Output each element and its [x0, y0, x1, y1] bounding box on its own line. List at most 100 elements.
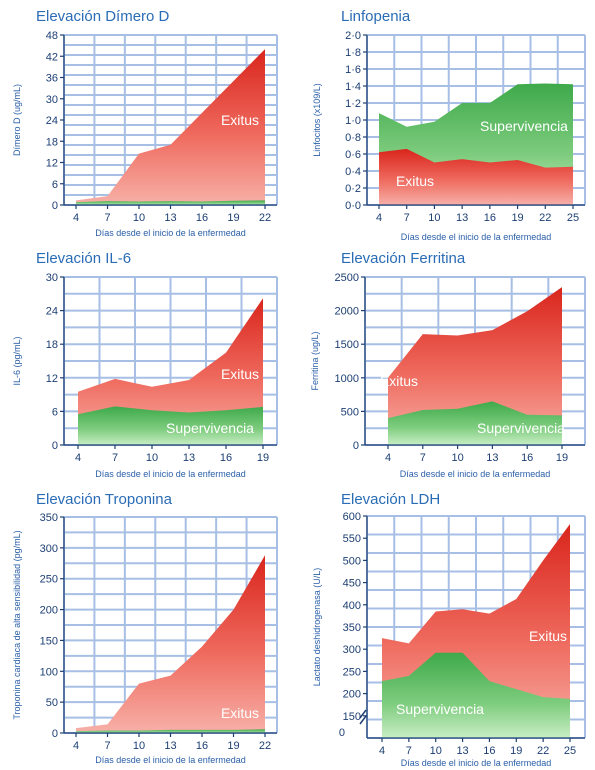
y-axis-label: Troponina cardiaca de alta sensibilidad … [12, 530, 22, 719]
x-tick-label: 7 [404, 212, 410, 224]
y-axis-label: Linfocitos (x109/L) [312, 83, 322, 157]
x-tick-label: 19 [257, 452, 269, 464]
chart-title: Elevación Ferritina [341, 250, 466, 267]
y-tick-label: 48 [46, 30, 58, 42]
x-tick-label: 7 [406, 745, 412, 757]
x-tick-label: 13 [164, 740, 176, 752]
x-tick-label: 13 [456, 745, 468, 757]
y-tick-label: 1500 [335, 339, 359, 351]
x-tick-label: 16 [483, 745, 495, 757]
y-tick-label: 150 [343, 711, 361, 723]
x-tick-label: 22 [539, 212, 551, 224]
y-tick-label: 100 [40, 666, 58, 678]
x-tick-label: 4 [376, 212, 382, 224]
y-tick-label: 300 [40, 543, 58, 555]
x-tick-label: 10 [428, 212, 440, 224]
y-tick-label: 2000 [335, 306, 359, 318]
series-label-supervivencia: Supervivencia [396, 701, 484, 717]
chart-title: Elevación LDH [341, 491, 440, 508]
area-exitus [76, 49, 265, 205]
y-tick-label: 0 [353, 440, 359, 452]
y-tick-label: 500 [341, 406, 359, 418]
x-tick-label: 13 [456, 212, 468, 224]
x-axis-label: Días desde el inicio de la enfermedad [95, 755, 246, 765]
x-axis-label: Días desde el inicio de la enfermedad [401, 232, 552, 242]
y-tick-label: 24 [46, 115, 58, 127]
y-tick-label: 30 [46, 94, 58, 106]
y-tick-label: 200 [343, 689, 361, 701]
y-tick-label: 6 [52, 179, 58, 191]
y-tick-label: 600 [343, 511, 361, 523]
y-tick-label: 350 [343, 622, 361, 634]
axis-break-mark [359, 709, 367, 719]
area-supervivencia [78, 406, 263, 445]
x-tick-label: 22 [537, 745, 549, 757]
series-label-exitus: Exitus [221, 705, 259, 721]
y-tick-label: 0 [52, 728, 58, 740]
x-tick-label: 4 [379, 745, 385, 757]
chart-panel-5: Exitus 0 50 100 150 200 250 300 350 4 7 10 13 16 19 22 E… [12, 491, 278, 765]
series-label-supervivencia: Supervivencia [477, 420, 565, 436]
series-label-exitus: Exitus [221, 112, 259, 128]
y-axis-label: Ferritina (ug/L) [310, 331, 320, 390]
chart-panel-4: Exitus Supervivencia 0 500 1000 1500 2000 2500 4… [310, 250, 586, 479]
x-tick-label: 25 [567, 212, 579, 224]
x-tick-label: 10 [430, 745, 442, 757]
x-tick-label: 16 [521, 452, 533, 464]
x-tick-label: 19 [227, 740, 239, 752]
x-tick-label: 7 [420, 452, 426, 464]
x-tick-label: 19 [511, 212, 523, 224]
x-tick-label: 10 [133, 740, 145, 752]
y-tick-label: 450 [343, 578, 361, 590]
x-tick-label: 16 [484, 212, 496, 224]
series-label-exitus: Exitus [396, 173, 434, 189]
y-tick-label: 30 [46, 272, 58, 284]
area-series-2 [76, 729, 265, 733]
y-tick-label: 1·8 [345, 47, 361, 59]
area-series-2 [76, 200, 265, 205]
chart-panel-1: Exitus 0 6 12 18 24 30 36 42 48 4 7 10 13 16 19 22 Elevac… [12, 8, 278, 238]
y-tick-label: 550 [343, 533, 361, 545]
y-tick-label: 400 [343, 600, 361, 612]
chart-title: Linfopenia [341, 8, 411, 25]
y-tick-label: 1·6 [345, 64, 361, 76]
y-tick-label: 250 [343, 666, 361, 678]
x-tick-label: 16 [196, 740, 208, 752]
area-supervivencia [382, 652, 570, 738]
x-tick-label: 13 [183, 452, 195, 464]
y-tick-label: 0 [52, 440, 58, 452]
y-tick-label: 50 [46, 697, 58, 709]
x-tick-label: 7 [104, 212, 110, 224]
x-axis-label: Días desde el inicio de la enfermedad [400, 469, 551, 479]
x-tick-label: 16 [196, 212, 208, 224]
x-tick-label: 4 [73, 740, 79, 752]
y-tick-label: 36 [46, 73, 58, 85]
area-exitus [379, 148, 573, 205]
x-axis-label: Días desde el inicio de la enfermedad [401, 758, 552, 768]
panels: Exitus 0 6 12 18 24 30 36 42 48 4 7 10 13 16 19 22 Elevac… [12, 8, 586, 768]
axis-break-mark [359, 715, 367, 725]
y-tick-label: 0 [339, 727, 345, 739]
x-tick-label: 7 [112, 452, 118, 464]
y-tick-label: 150 [40, 635, 58, 647]
x-tick-label: 10 [451, 452, 463, 464]
y-tick-label: 24 [46, 306, 58, 318]
chart-title: Elevación Troponina [36, 491, 173, 508]
x-tick-label: 13 [486, 452, 498, 464]
area-supervivencia [388, 401, 562, 445]
y-tick-label: 2500 [335, 272, 359, 284]
x-axis-label: Días desde el inicio de la enfermedad [95, 469, 246, 479]
x-tick-label: 13 [164, 212, 176, 224]
y-tick-label: 1000 [335, 373, 359, 385]
y-tick-label: 0·2 [345, 183, 361, 195]
y-tick-label: 500 [343, 555, 361, 567]
chart-panel-6: ExitusSupervivencia150200250300350400450… [312, 491, 586, 768]
series-label-supervivencia: Supervivencia [480, 118, 568, 134]
chart-title: Elevación Dímero D [36, 8, 170, 25]
x-tick-label: 25 [564, 745, 576, 757]
y-tick-label: 12 [46, 158, 58, 170]
y-tick-label: 2·0 [345, 30, 361, 42]
y-axis-label: Lactato deshidrogenasa (U/L) [312, 568, 322, 687]
y-tick-label: 42 [46, 51, 58, 63]
